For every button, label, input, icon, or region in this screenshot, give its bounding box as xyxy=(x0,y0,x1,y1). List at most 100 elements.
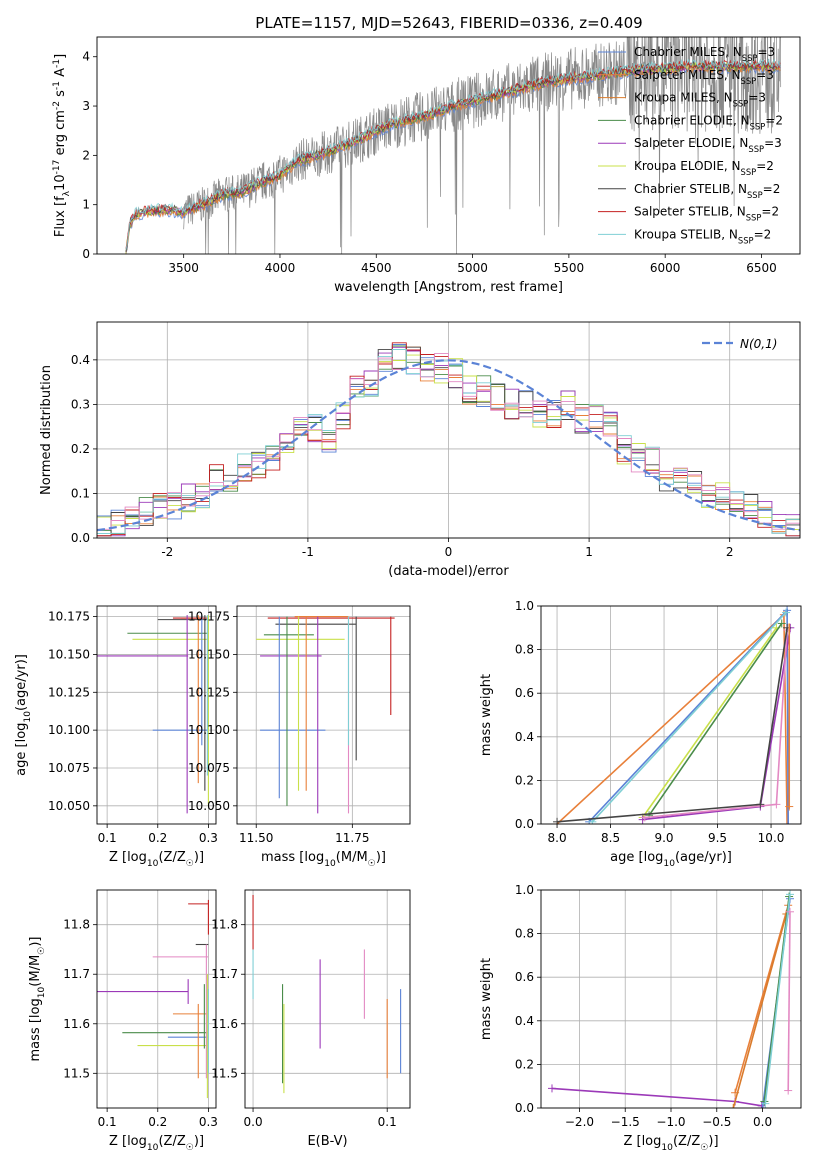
y-tick-label: 10.175 xyxy=(188,610,230,624)
axes-frame xyxy=(96,36,801,255)
axes-mass-vs-Z: 0.1 0.2 0.3 11.5 11.6 11.7 11.8 Z [log10(Z/Z☉)]… xyxy=(28,889,218,1153)
x-tick-label: -2 xyxy=(161,545,173,559)
residual-histogram-8 xyxy=(97,353,800,534)
axes-mass-vs-EBV: 0.0 0.1 11.5 11.6 11.7 11.8 E(B-V) xyxy=(211,889,411,1149)
mass-weight-z-line-5 xyxy=(764,894,791,1104)
y-tick-label: 10.125 xyxy=(188,685,230,699)
y-tick-label: 3 xyxy=(82,99,90,113)
x-tick-label: 2 xyxy=(726,545,734,559)
x-tick-label: 6500 xyxy=(746,261,777,275)
y-tick-label: 0.8 xyxy=(515,927,534,941)
y-tick-label: 0.0 xyxy=(515,817,534,831)
y-tick-label: 0.8 xyxy=(515,643,534,657)
x-axis-label: mass [log10(M/M☉)] xyxy=(261,850,386,869)
mass-weight-age-line-4 xyxy=(648,622,783,816)
model-line-8 xyxy=(125,58,781,250)
plot-area-mass-vs-EBV xyxy=(252,894,402,1094)
y-tick-label: 0.0 xyxy=(71,531,90,545)
y-tick-label: 0.2 xyxy=(71,442,90,456)
y-tick-label: 10.175 xyxy=(48,610,90,624)
axes-frame xyxy=(96,889,217,1109)
y-tick-label: 1.0 xyxy=(515,599,534,613)
axes-frame xyxy=(236,605,411,825)
x-axis-label: (data-model)/error xyxy=(388,564,509,579)
y-axis-label: Flux [fλ10-17 erg cm-2 s-1 A-1] xyxy=(52,54,72,237)
y-tick-label: 10.075 xyxy=(188,761,230,775)
legend-entry: Chabrier STELIB, NSSP=2 xyxy=(634,182,780,200)
residual-histogram-0 xyxy=(97,344,800,537)
y-tick-label: 0.0 xyxy=(515,1101,534,1115)
plot-area-mass-vs-Z xyxy=(97,899,209,1099)
residual-histogram-7 xyxy=(97,349,800,534)
x-tick-label: 0.1 xyxy=(98,1115,117,1129)
residual-histogram-6 xyxy=(97,342,800,537)
x-tick-label: 11.75 xyxy=(335,831,369,845)
legend-entry: Kroupa ELODIE, NSSP=2 xyxy=(634,159,774,177)
y-tick-label: 10.075 xyxy=(48,761,90,775)
spectrum-legend: Chabrier MILES, NSSP=3 Salpeter MILES, NS… xyxy=(598,45,783,245)
axes-frame xyxy=(96,605,217,825)
plot-area-weight-vs-age xyxy=(553,606,795,824)
residual-histogram-5 xyxy=(97,346,800,537)
y-tick-label: 1.0 xyxy=(515,883,534,897)
y-axis-label: Normed distribution xyxy=(39,365,54,495)
y-tick-label: 10.125 xyxy=(48,685,90,699)
mass-weight-age-line-2 xyxy=(591,611,787,823)
y-tick-label: 10.150 xyxy=(188,647,230,661)
y-tick-label: 0.6 xyxy=(515,970,534,984)
plot-area-age-vs-Z xyxy=(97,615,209,814)
y-tick-label: 0 xyxy=(82,247,90,261)
legend-entry: Chabrier ELODIE, NSSP=2 xyxy=(634,113,783,131)
axes-frame xyxy=(244,889,411,1109)
legend-entry: Chabrier MILES, NSSP=3 xyxy=(634,45,775,63)
plot-area-age-vs-mass xyxy=(256,616,395,814)
y-tick-label: 2 xyxy=(82,148,90,162)
x-axis-label: Z [log10(Z/Z☉)] xyxy=(623,1134,718,1153)
mass-weight-z-line-6 xyxy=(787,911,791,1091)
x-tick-label: −2.0 xyxy=(565,1115,594,1129)
axes-weight-vs-age: 8.0 8.5 9.0 9.5 10.0 0.0 0.2 0.4 0.6 0.8 1.0 age [l… xyxy=(479,599,802,869)
normal-curve xyxy=(97,359,800,532)
x-tick-label: 3500 xyxy=(168,261,199,275)
x-tick-label: 6000 xyxy=(650,261,681,275)
y-axis-label: mass [log10(M/M☉)] xyxy=(28,937,47,1062)
y-tick-label: 11.5 xyxy=(63,1066,90,1080)
legend-entry: N(0,1) xyxy=(740,337,777,351)
y-tick-label: 0.1 xyxy=(71,486,90,500)
y-tick-label: 0.4 xyxy=(515,1014,534,1028)
mass-weight-z-line-1 xyxy=(734,905,789,1093)
y-tick-label: 11.8 xyxy=(211,918,238,932)
residual-legend: N(0,1) xyxy=(702,337,777,351)
x-tick-label: −1.5 xyxy=(611,1115,640,1129)
x-tick-label: 0.0 xyxy=(753,1115,772,1129)
x-tick-label: 0.1 xyxy=(98,831,117,845)
y-tick-label: 10.150 xyxy=(48,647,90,661)
x-tick-label: 0.2 xyxy=(148,1115,167,1129)
y-tick-label: 10.050 xyxy=(188,799,230,813)
x-tick-label: 0 xyxy=(445,545,453,559)
x-axis-label: E(B-V) xyxy=(307,1134,347,1149)
axes-weight-vs-Z: −2.0 −1.5 −1.0 −0.5 0.0 0.0 0.2 0.4 0.6 0.8 1.0 Z [… xyxy=(479,883,802,1153)
x-tick-label: 8.0 xyxy=(548,831,567,845)
y-tick-label: 11.7 xyxy=(211,967,238,981)
y-tick-label: 11.8 xyxy=(63,918,90,932)
x-axis-label: wavelength [Angstrom, rest frame] xyxy=(334,280,563,295)
x-tick-label: 10.0 xyxy=(758,831,785,845)
y-tick-label: 11.6 xyxy=(211,1017,238,1031)
y-axis-label: mass weight xyxy=(479,674,494,756)
x-tick-label: 0.3 xyxy=(199,1115,218,1129)
x-tick-label: −0.5 xyxy=(702,1115,731,1129)
axes-age-vs-Z: 0.1 0.2 0.3 10.050 10.075 10.100 10.125 10.150 1… xyxy=(14,605,218,869)
legend-entry: Salpeter MILES, NSSP=3 xyxy=(634,68,774,86)
x-tick-label: 9.0 xyxy=(654,831,673,845)
x-tick-label: -1 xyxy=(302,545,314,559)
y-tick-label: 4 xyxy=(82,50,90,64)
x-tick-label: 4000 xyxy=(265,261,296,275)
y-tick-label: 0.2 xyxy=(515,1057,534,1071)
x-tick-label: 0.3 xyxy=(199,831,218,845)
x-tick-label: 4500 xyxy=(361,261,392,275)
y-tick-label: 11.6 xyxy=(63,1017,90,1031)
y-tick-label: 0.6 xyxy=(515,686,534,700)
x-axis-label: age [log10(age/yr)] xyxy=(610,850,732,869)
plot-area-residuals xyxy=(97,342,800,537)
